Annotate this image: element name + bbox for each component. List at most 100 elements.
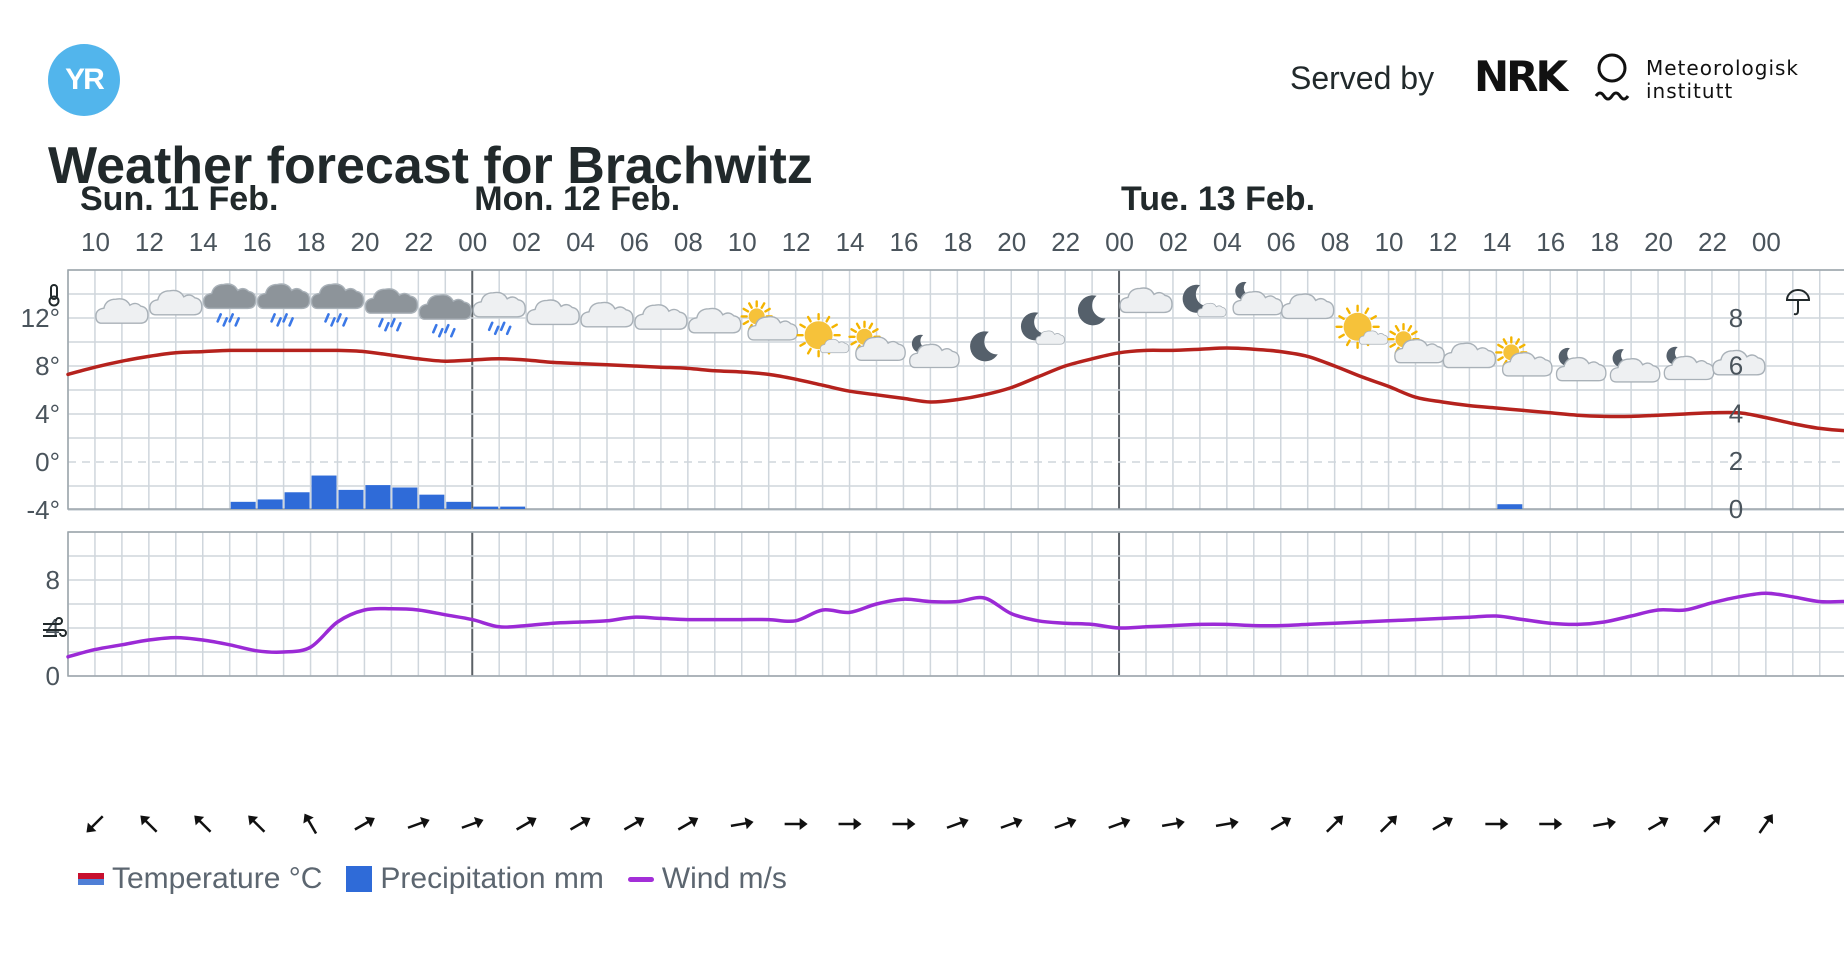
cloud-icon xyxy=(634,304,688,330)
page-title: Weather forecast for Brachwitz xyxy=(48,137,813,195)
wind-arrow-icon xyxy=(784,818,808,830)
cloudy-icon xyxy=(1280,293,1335,320)
clear-night-icon xyxy=(970,331,998,362)
cloud-icon xyxy=(364,288,419,314)
wind-tick-label: 8 xyxy=(46,565,60,595)
wind-arrow-icon xyxy=(1500,818,1509,830)
day-label: Sun. 11 Feb. xyxy=(80,180,278,218)
cloud-icon xyxy=(256,283,311,310)
precipitation-bar xyxy=(230,501,256,509)
rain-drop-icon xyxy=(431,323,438,334)
precipitation-bar xyxy=(473,506,499,509)
cloud-icon xyxy=(688,307,742,334)
cloud-icon xyxy=(1280,293,1335,320)
sun-icon xyxy=(868,322,874,330)
sun-icon xyxy=(1518,343,1526,349)
precipitation-bar xyxy=(284,492,310,509)
cloud-icon xyxy=(819,338,850,354)
wind-arrow-icon xyxy=(1120,816,1131,829)
met-institute-line1: Meteorologisk xyxy=(1646,56,1800,80)
partly-cloudy-night-icon xyxy=(1663,346,1715,381)
hour-tick-label: 22 xyxy=(404,227,433,257)
temperature-line xyxy=(66,346,1844,433)
wind-arrow-icon xyxy=(677,816,699,831)
rain-drop-icon xyxy=(216,313,222,323)
wind-arrow-icon xyxy=(838,818,862,830)
moon-icon xyxy=(1182,284,1209,313)
cloud-icon xyxy=(855,336,906,361)
rain-drop-icon xyxy=(228,313,234,323)
moon-icon xyxy=(970,331,998,362)
wind-arrow-icon xyxy=(799,818,808,830)
cloud-icon xyxy=(149,289,203,316)
wind-arrow-icon xyxy=(1387,815,1398,826)
hour-tick-label: 00 xyxy=(458,227,487,257)
moon-icon xyxy=(1020,312,1047,341)
sun-icon xyxy=(831,323,838,329)
wind-arrow-icon xyxy=(1379,815,1398,833)
cloud-icon xyxy=(310,283,365,310)
met-institute-line2: institutt xyxy=(1646,79,1734,103)
cloud-icon xyxy=(1442,342,1497,369)
precipitation-bar xyxy=(392,487,418,509)
cloud-icon xyxy=(747,316,799,341)
hour-tick-label: 16 xyxy=(243,227,272,257)
wind-arrow-icon xyxy=(1066,816,1077,829)
umbrella-icon xyxy=(1785,289,1811,301)
wind-arrow-icon xyxy=(473,816,484,829)
legend-wind[interactable]: Wind m/s xyxy=(627,862,787,896)
precipitation-swatch xyxy=(346,866,373,892)
cloud-icon xyxy=(95,298,149,324)
partly-cloudy-day-icon xyxy=(1495,336,1553,377)
sun-icon xyxy=(748,302,753,309)
cloud-icon xyxy=(526,299,580,326)
sun-icon xyxy=(1345,307,1351,315)
temperature-swatch xyxy=(78,873,104,885)
temperature-tick-label: 4° xyxy=(35,399,60,429)
sun-icon xyxy=(760,302,766,309)
met-institute-name[interactable]: Meteorologisk institutt xyxy=(1646,57,1799,103)
cloudy-icon xyxy=(1119,287,1173,314)
rain-drop-icon xyxy=(270,313,276,323)
cloud-icon xyxy=(1712,349,1766,376)
wind-arrow-icon xyxy=(303,813,314,824)
wind-arrow-icon xyxy=(420,816,430,829)
cloud-icon xyxy=(418,294,472,320)
nrk-logo[interactable]: NRK xyxy=(1474,52,1568,101)
wind-icon xyxy=(43,617,67,637)
sun-icon xyxy=(1338,315,1345,320)
wind-arrow-icon xyxy=(1054,816,1077,829)
wind-arrow-icon xyxy=(86,822,97,833)
partly-cloudy-night-icon xyxy=(909,334,960,369)
cloud-icon xyxy=(909,343,960,369)
partly-cloudy-day-icon xyxy=(1387,323,1445,364)
sun-icon xyxy=(850,340,858,346)
cloud-icon xyxy=(1119,287,1173,314)
fair-day-icon xyxy=(796,313,850,358)
rain-icon xyxy=(418,294,472,338)
wind-arrow-icon xyxy=(1442,816,1453,828)
legend-precipitation[interactable]: Precipitation mm xyxy=(346,862,604,896)
wind-arrow-icon xyxy=(1229,817,1239,830)
rain-drop-icon xyxy=(336,313,342,323)
umbrella-icon xyxy=(1785,289,1811,316)
wind-arrow-icon xyxy=(623,816,645,831)
hour-tick-label: 00 xyxy=(1752,227,1781,257)
yr-logo[interactable]: YR xyxy=(48,44,120,116)
rain-icon xyxy=(202,283,257,327)
wind-arrow-icon xyxy=(744,817,754,830)
wind-icon xyxy=(43,617,67,637)
wind-arrow-icon xyxy=(407,816,430,829)
precipitation-bar xyxy=(419,494,445,509)
cloud-icon xyxy=(202,283,257,310)
hour-tick-label: 18 xyxy=(943,227,972,257)
met-institute-logo-icon[interactable] xyxy=(1590,52,1634,108)
cloud-icon xyxy=(819,338,850,354)
rain-drop-icon xyxy=(443,323,450,334)
cloudy-icon xyxy=(526,299,580,326)
sun-icon xyxy=(871,328,879,333)
cloud-icon xyxy=(1035,330,1065,345)
hour-tick-label: 10 xyxy=(81,227,110,257)
cloud-icon xyxy=(634,304,688,330)
legend-temperature[interactable]: Temperature °C xyxy=(78,862,322,896)
